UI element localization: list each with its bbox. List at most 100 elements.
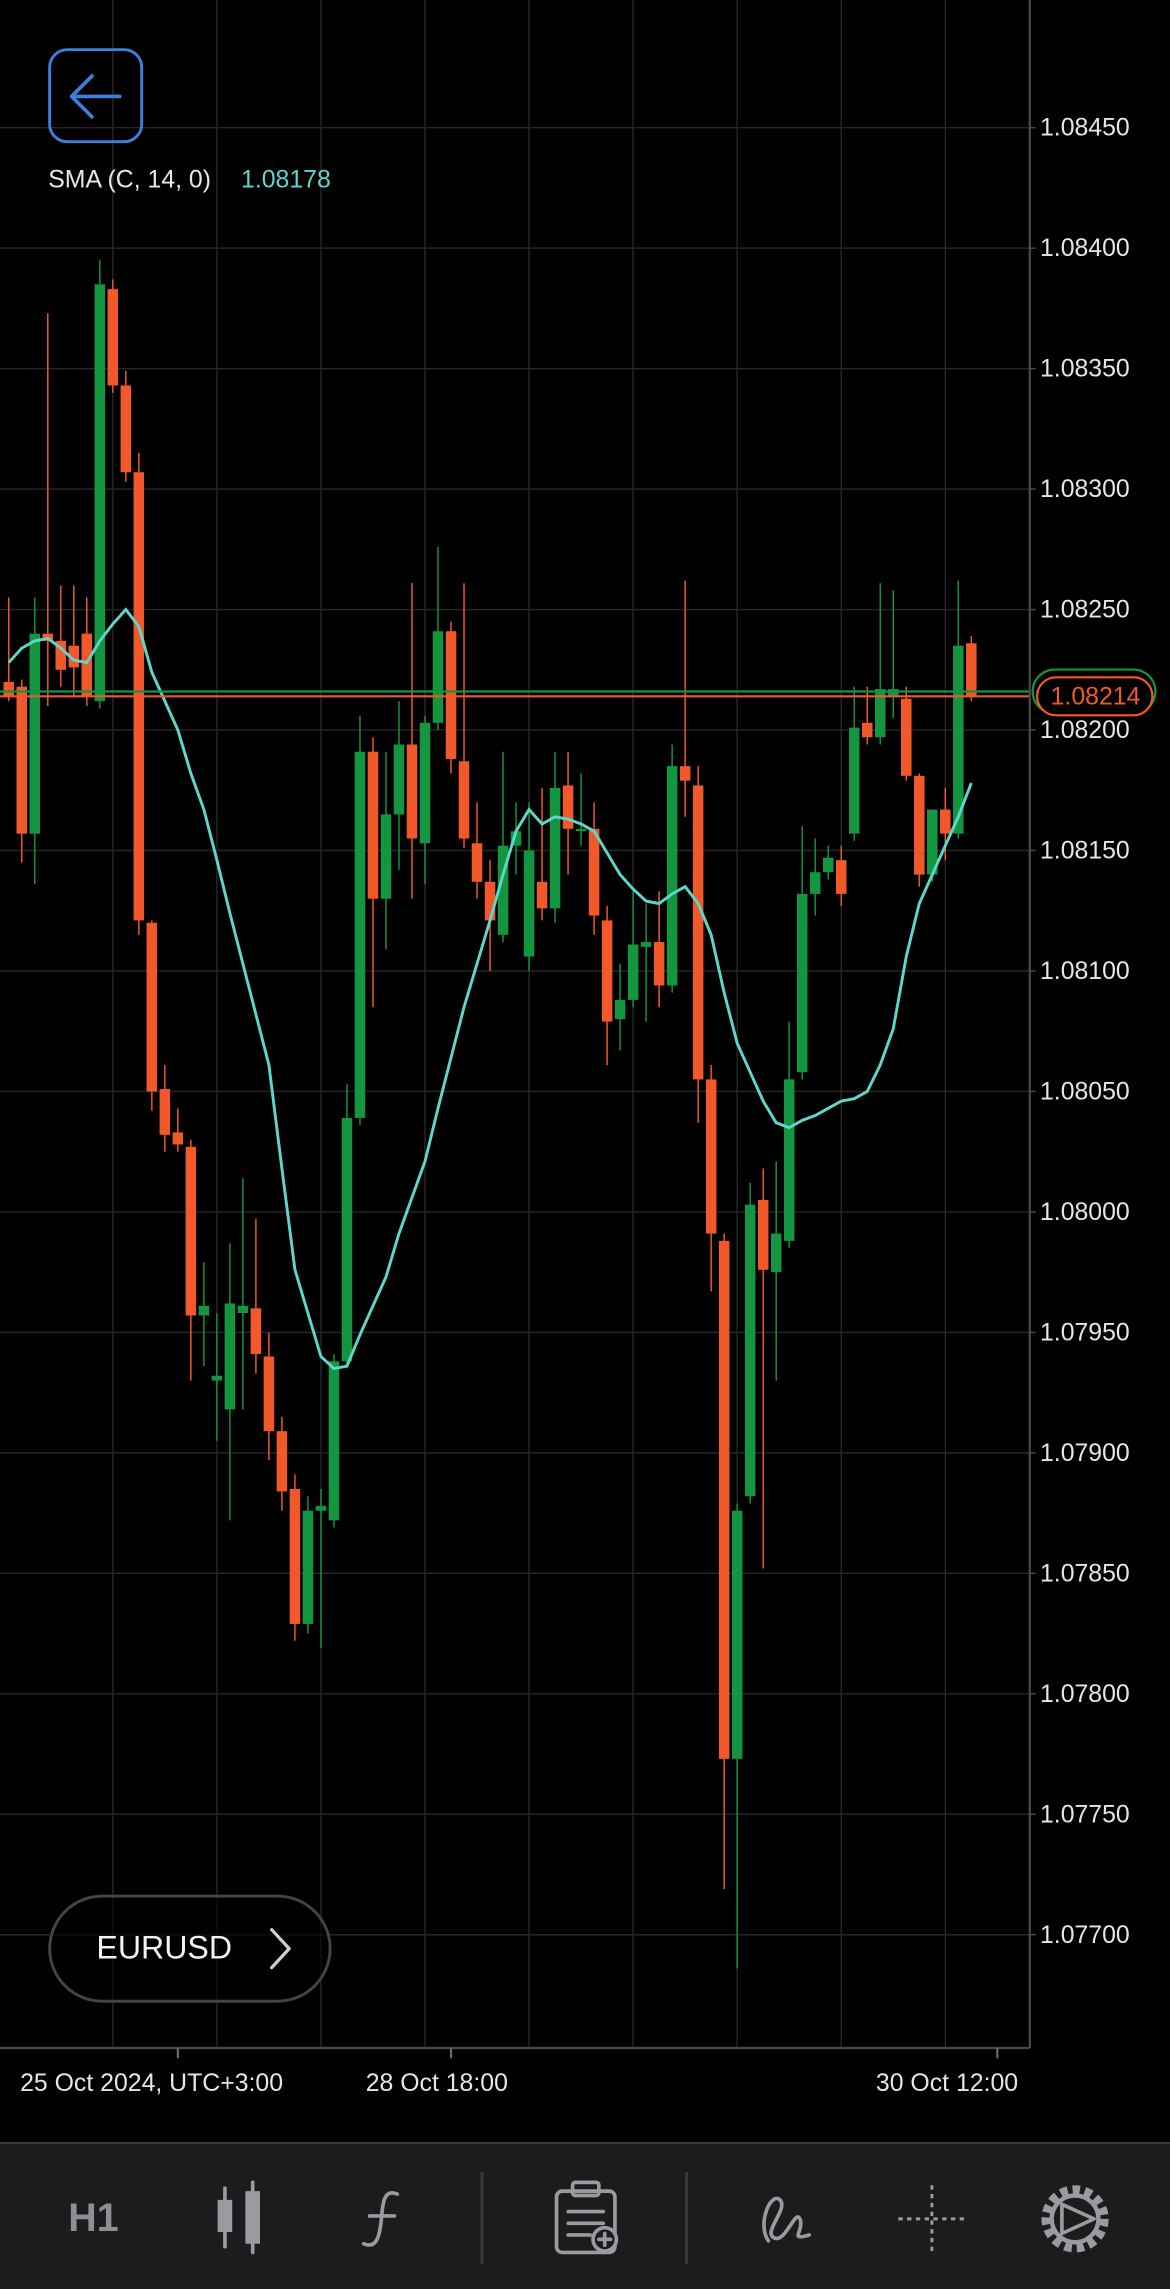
candle-body xyxy=(497,845,509,935)
icon-lines[interactable] xyxy=(566,2209,606,2237)
indicator-value: 1.08178 xyxy=(241,167,331,194)
icon-candle[interactable] xyxy=(217,2199,233,2233)
symbol-name[interactable]: EURUSD xyxy=(96,1930,232,1966)
y-tick-label: 1.08300 xyxy=(1040,476,1130,503)
back-arrow[interactable] xyxy=(69,74,122,119)
candle-body xyxy=(94,284,106,702)
candle-body xyxy=(861,722,873,738)
candle-body xyxy=(822,857,834,873)
settings-button[interactable] xyxy=(1041,2185,1109,2253)
y-tick-label: 1.08200 xyxy=(1040,717,1130,744)
timeframe-button[interactable]: H1 xyxy=(68,2196,118,2240)
candle-body xyxy=(3,681,15,697)
y-tick-label: 1.07750 xyxy=(1040,1801,1130,1828)
candle-body xyxy=(185,1146,197,1316)
y-tick-label: 1.08250 xyxy=(1040,597,1130,624)
candle-body xyxy=(523,850,535,957)
candle-body xyxy=(757,1199,769,1270)
x-tick-label: 28 Oct 18:00 xyxy=(366,2070,508,2097)
chart-type-button[interactable] xyxy=(217,2180,260,2255)
candle-body xyxy=(471,843,483,882)
back-button[interactable] xyxy=(48,48,144,144)
back-button-frame[interactable] xyxy=(48,48,144,144)
y-tick-label: 1.07800 xyxy=(1040,1681,1130,1708)
candle-body xyxy=(29,633,41,834)
candle-body xyxy=(341,1117,353,1362)
bid-price: 1.08214 xyxy=(1051,683,1141,710)
candle-body xyxy=(367,751,379,899)
candle-body xyxy=(835,860,847,894)
icon-clip[interactable] xyxy=(570,2180,601,2198)
candle-body xyxy=(354,751,366,1118)
x-tick-label: 30 Oct 12:00 xyxy=(876,2070,1018,2097)
candle-body xyxy=(953,645,964,834)
candle-body xyxy=(562,785,574,829)
candle-body xyxy=(81,633,93,697)
candle-body xyxy=(601,920,613,1022)
symbol-pill[interactable] xyxy=(48,1894,332,2003)
candle-body xyxy=(198,1305,210,1316)
candle-body xyxy=(419,722,431,844)
candle-body xyxy=(458,761,470,839)
candle-body xyxy=(783,1079,795,1241)
y-tick-label: 1.07900 xyxy=(1040,1440,1130,1467)
candle-body xyxy=(888,689,899,697)
candle-body xyxy=(666,766,678,986)
y-tick-label: 1.07950 xyxy=(1040,1319,1130,1346)
candle-body xyxy=(289,1488,301,1624)
candle-body xyxy=(432,631,444,723)
candle-body xyxy=(393,744,405,815)
candle-body xyxy=(107,289,119,386)
candle-body xyxy=(237,1305,249,1314)
candle-body xyxy=(159,1089,171,1135)
y-tick-label: 1.08350 xyxy=(1040,356,1130,383)
y-tick-label: 1.08150 xyxy=(1040,838,1130,865)
crosshair-button[interactable] xyxy=(898,2185,966,2253)
candle-body xyxy=(120,385,132,473)
candle-body xyxy=(445,631,457,759)
candle-body xyxy=(640,942,652,947)
icon-candle[interactable] xyxy=(245,2191,260,2244)
candle-body xyxy=(263,1356,275,1432)
candle-body xyxy=(744,1204,756,1497)
candle-body xyxy=(614,999,626,1020)
candle-body xyxy=(224,1303,236,1410)
candle-body xyxy=(588,828,600,916)
y-tick-label: 1.07850 xyxy=(1040,1560,1130,1587)
indicators-button[interactable] xyxy=(361,2191,400,2247)
chevron[interactable] xyxy=(270,1928,291,1970)
candle-body xyxy=(250,1308,262,1355)
candle-body xyxy=(874,689,886,738)
x-tick-label: 25 Oct 2024, UTC+3:00 xyxy=(20,2070,283,2097)
candle-body xyxy=(406,744,418,839)
icon-plus[interactable] xyxy=(597,2231,613,2248)
candle-body xyxy=(380,814,392,899)
orders-button[interactable] xyxy=(554,2180,619,2255)
candle-body xyxy=(510,831,522,846)
icon-gear-teeth[interactable] xyxy=(1041,2185,1109,2253)
candle-body xyxy=(16,686,28,834)
candle-body xyxy=(770,1233,782,1273)
candle-body xyxy=(718,1240,730,1759)
candle-body xyxy=(914,775,925,875)
candle-body xyxy=(172,1132,184,1145)
icon-gear[interactable] xyxy=(1049,2193,1101,2245)
y-tick-label: 1.08000 xyxy=(1040,1199,1130,1226)
toolbar-bg xyxy=(0,2142,1170,2289)
candle-body xyxy=(796,893,808,1073)
y-tick-label: 1.08100 xyxy=(1040,958,1130,985)
drawing-button[interactable] xyxy=(762,2196,812,2243)
candle-body xyxy=(146,922,158,1092)
icon-gear-core[interactable] xyxy=(1060,2202,1096,2236)
symbol-button[interactable]: EURUSD xyxy=(48,1894,332,2003)
candle-body xyxy=(705,1079,717,1234)
icon-clipboard[interactable] xyxy=(554,2189,617,2255)
candle-body xyxy=(966,643,977,697)
candle-body xyxy=(809,872,821,894)
candle-body xyxy=(276,1431,288,1492)
plot xyxy=(0,260,1030,1969)
candle-body xyxy=(848,727,860,834)
candle-body xyxy=(653,942,665,986)
candle-body xyxy=(55,640,67,670)
